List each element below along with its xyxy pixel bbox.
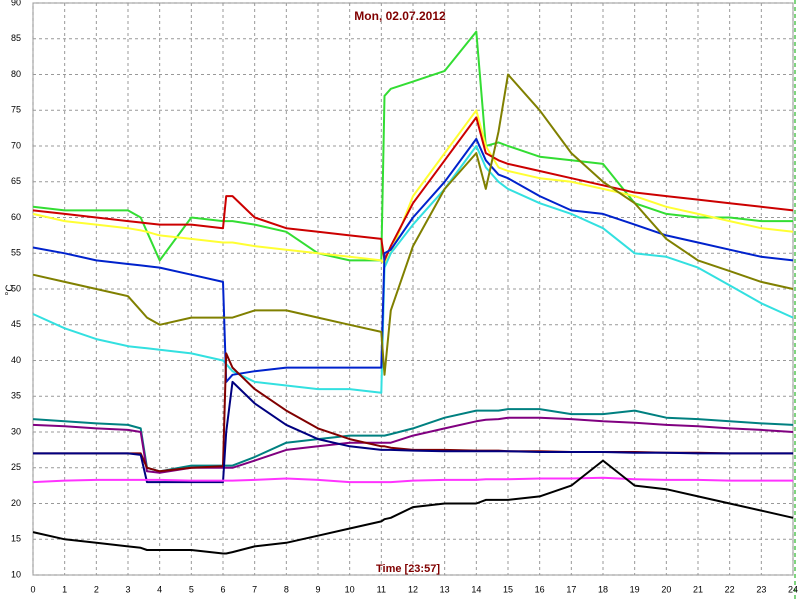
- y-tick-label: 35: [11, 391, 21, 401]
- x-tick-label: 6: [220, 584, 225, 594]
- y-tick-label: 85: [11, 33, 21, 43]
- y-tick-label: 30: [11, 426, 21, 436]
- series-line: [32, 73, 794, 376]
- y-tick-label: 55: [11, 248, 21, 258]
- x-tick-label: 18: [598, 584, 608, 594]
- y-tick-label: 65: [11, 176, 21, 186]
- series-line: [33, 380, 793, 484]
- y-tick-label: 45: [11, 319, 21, 329]
- y-tick-label: 15: [11, 534, 21, 544]
- x-tick-label: 3: [125, 584, 130, 594]
- x-tick-label: 0: [30, 584, 35, 594]
- x-tick-label: 16: [535, 584, 545, 594]
- x-tick-label: 23: [756, 584, 766, 594]
- x-tick-label: 24: [788, 584, 798, 594]
- y-tick-label: 20: [11, 498, 21, 508]
- y-tick-label: 60: [11, 212, 21, 222]
- x-tick-label: 10: [345, 584, 355, 594]
- y-axis-label: °C: [5, 284, 16, 295]
- chart-title: Mon, 02.07.2012: [354, 9, 446, 23]
- y-tick-label: 90: [11, 0, 21, 7]
- x-tick-label: 9: [315, 584, 320, 594]
- x-tick-label: 19: [630, 584, 640, 594]
- x-tick-label: 17: [566, 584, 576, 594]
- x-tick-label: 4: [157, 584, 162, 594]
- series-line: [32, 416, 794, 474]
- x-tick-label: 2: [94, 584, 99, 594]
- x-tick-label: 1: [62, 584, 67, 594]
- x-tick-label: 20: [661, 584, 671, 594]
- x-tick-label: 22: [725, 584, 735, 594]
- y-tick-label: 10: [11, 569, 21, 579]
- x-tick-label: 14: [471, 584, 481, 594]
- y-tick-label: 50: [11, 283, 21, 293]
- series-line: [32, 137, 794, 383]
- x-tick-label: 7: [252, 584, 257, 594]
- y-tick-label: 70: [11, 140, 21, 150]
- x-axis-label: Time [23:57]: [376, 563, 440, 575]
- y-tick-label: 75: [11, 105, 21, 115]
- y-tick-label: 80: [11, 69, 21, 79]
- x-tick-label: 5: [189, 584, 194, 594]
- x-tick-label: 12: [408, 584, 418, 594]
- y-tick-label: 40: [11, 355, 21, 365]
- x-tick-label: 15: [503, 584, 513, 594]
- x-tick-label: 11: [377, 584, 386, 594]
- x-tick-label: 8: [284, 584, 289, 594]
- series-line: [32, 459, 794, 555]
- series-line: [32, 476, 793, 484]
- x-tick-label: 21: [693, 584, 703, 594]
- x-tick-label: 13: [440, 584, 450, 594]
- y-tick-label: 25: [11, 462, 21, 472]
